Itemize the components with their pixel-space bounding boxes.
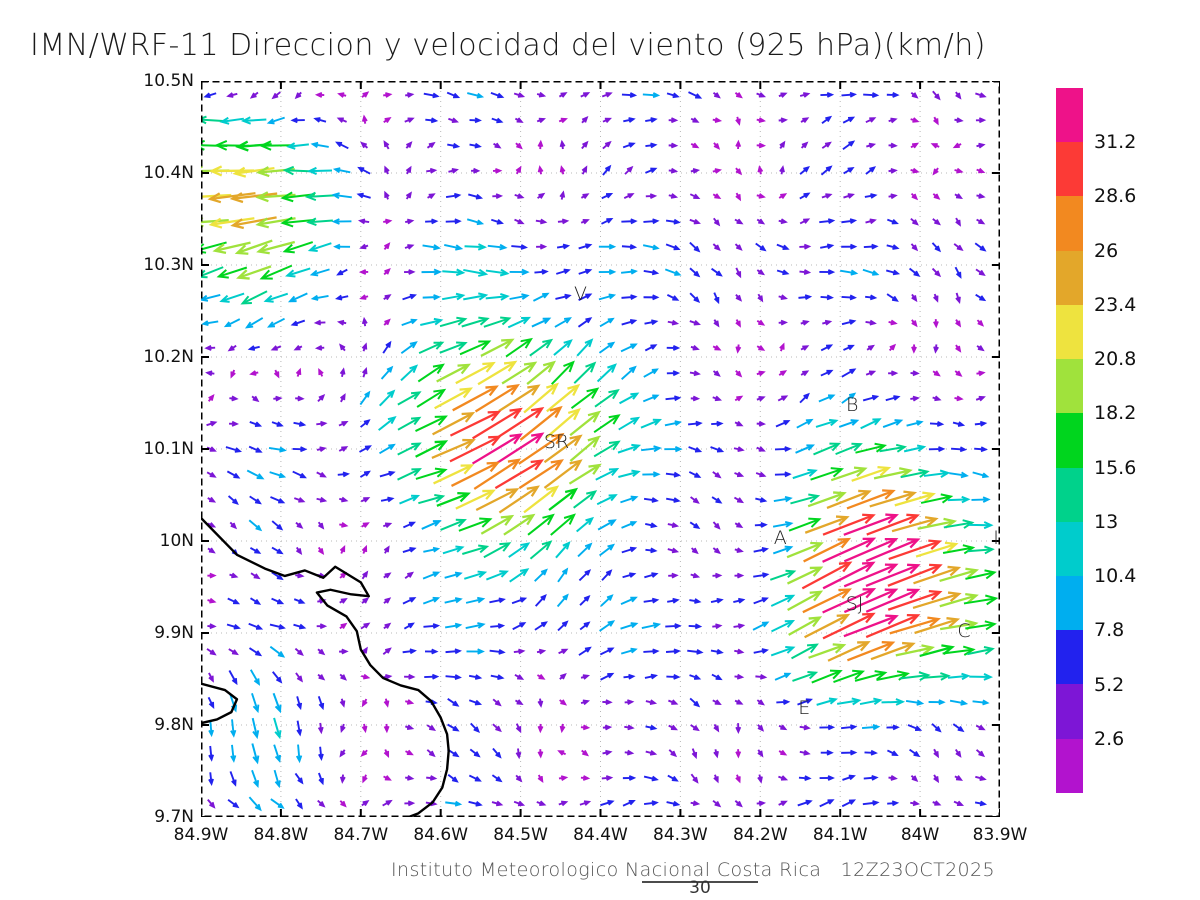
colorbar-tick-label: 5.2: [1094, 673, 1125, 696]
x-axis-tick-label: 84.9W: [173, 825, 229, 845]
wind-vector-field: [201, 81, 1000, 817]
x-axis-tick-label: 84.7W: [333, 825, 389, 845]
y-axis-tick-label: 10.1N: [143, 439, 194, 459]
chart-title: IMN/WRF-11 Direccion y velocidad del vie…: [30, 28, 986, 63]
y-axis-tick-label: 9.8N: [154, 715, 194, 735]
map-label-b: B: [845, 393, 859, 416]
y-axis-tick-label: 10.5N: [143, 71, 194, 91]
colorbar-band: [1056, 196, 1083, 251]
colorbar-tick-label: 18.2: [1094, 402, 1137, 425]
colorbar-tick-label: 28.6: [1094, 185, 1137, 208]
x-axis-tick-label: 84.2W: [732, 825, 788, 845]
colorbar-band: [1056, 250, 1083, 305]
map-label-c: C: [957, 620, 971, 643]
y-axis-tick-label: 10N: [159, 531, 194, 551]
x-axis-tick-label: 83.9W: [972, 825, 1028, 845]
colorbar-band: [1056, 738, 1083, 793]
plot-frame-border: [201, 81, 1000, 817]
colorbar-band: [1056, 304, 1083, 360]
colorbar-tick-label: 31.2: [1094, 131, 1137, 154]
colorbar-tick-label: 20.8: [1094, 348, 1137, 371]
reference-vector-icon: [642, 881, 758, 883]
footer-institute: Instituto Meteorologico Nacional Costa R…: [391, 859, 822, 881]
y-axis-tick-label: 10.4N: [143, 163, 194, 183]
x-axis-tick-label: 84.8W: [253, 825, 309, 845]
y-axis-tick-label: 10.2N: [143, 347, 194, 367]
x-axis-tick-label: 84.1W: [812, 825, 868, 845]
colorbar-band: [1056, 413, 1083, 468]
x-axis-tick-label: 84W: [900, 825, 940, 845]
map-label-v: V: [574, 283, 588, 306]
colorbar-band: [1056, 359, 1083, 414]
y-axis-tick-label: 10.3N: [143, 255, 194, 275]
wind-arrows: [201, 90, 999, 812]
colorbar-tick-label: 23.4: [1094, 293, 1137, 316]
colorbar: [1056, 88, 1083, 793]
x-axis-tick-label: 84.4W: [573, 825, 628, 845]
map-label-a: A: [773, 527, 787, 550]
colorbar-tick-label: 7.8: [1094, 619, 1125, 642]
colorbar-band: [1056, 88, 1083, 143]
y-axis-tick-label: 9.9N: [154, 623, 194, 643]
colorbar-band: [1056, 467, 1083, 522]
colorbar-band: [1056, 575, 1083, 631]
reference-vector-label: 30: [689, 878, 711, 898]
x-axis-tick-label: 84.6W: [413, 825, 469, 845]
map-label-sj: SJ: [845, 592, 864, 615]
colorbar-tick-label: 2.6: [1094, 727, 1125, 750]
colorbar-band: [1056, 521, 1083, 576]
colorbar-tick-label: 13: [1094, 510, 1119, 533]
colorbar-band: [1056, 630, 1083, 685]
footer-timestamp: 12Z23OCT2025: [840, 859, 996, 881]
x-axis-tick-label: 84.3W: [653, 825, 708, 845]
colorbar-tick-label: 26: [1094, 239, 1119, 262]
x-axis-tick-label: 84.5W: [493, 825, 548, 845]
coastline: [201, 516, 450, 817]
map-label-e: E: [798, 697, 811, 720]
wind-map-plot: [201, 81, 1000, 817]
colorbar-tick-label: 10.4: [1094, 565, 1137, 588]
y-axis-tick-label: 9.7N: [154, 807, 194, 827]
map-label-i: I: [993, 527, 999, 550]
colorbar-tick-label: 15.6: [1094, 456, 1137, 479]
map-label-sr: SR: [543, 430, 570, 453]
footer-text: Instituto Meteorologico Nacional Costa R…: [391, 859, 995, 881]
colorbar-band: [1056, 684, 1083, 739]
colorbar-band: [1056, 142, 1083, 197]
